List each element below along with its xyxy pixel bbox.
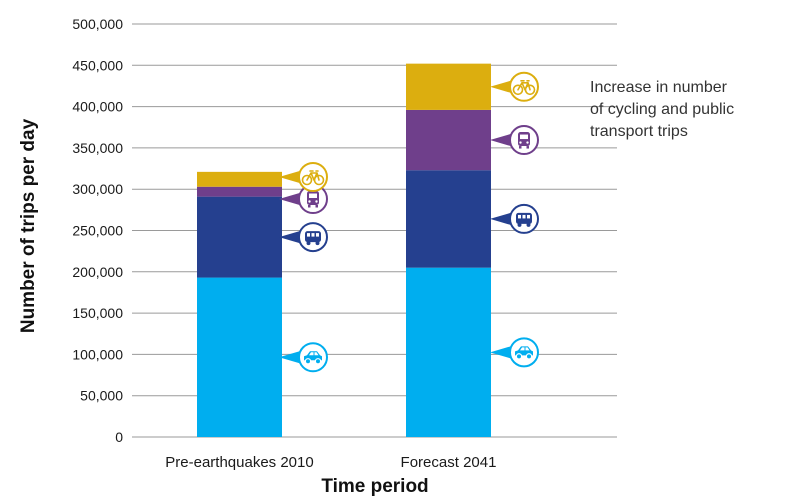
bar-segment [406, 267, 491, 437]
bar-segment [197, 171, 282, 187]
segment-marker [279, 162, 328, 192]
category-labels: Pre-earthquakes 2010 Forecast 2041 [165, 454, 496, 471]
segment-marker [490, 125, 539, 156]
bar-segment [406, 170, 491, 268]
bar-segment [197, 186, 282, 197]
bar-segment [197, 277, 282, 437]
y-tick-label: 500,000 [72, 16, 123, 32]
y-axis-title: Number of trips per day [18, 118, 39, 333]
bars [197, 63, 491, 437]
bus-icon [518, 132, 530, 149]
category-label: Pre-earthquakes 2010 [165, 454, 313, 471]
y-tick-label: 350,000 [72, 140, 123, 156]
bicycle-icon [301, 170, 325, 186]
bus-icon [516, 212, 532, 227]
y-tick-label: 250,000 [72, 223, 123, 239]
y-tick-label: 200,000 [72, 264, 123, 280]
segment-marker [490, 71, 539, 102]
bar-segment [406, 63, 491, 110]
y-tick-label: 400,000 [72, 99, 123, 115]
y-tick-label: 100,000 [72, 346, 123, 362]
bar-segment [406, 109, 491, 171]
segment-marker [490, 203, 539, 234]
y-tick-label: 50,000 [80, 388, 123, 404]
x-axis-title: Time period [321, 476, 428, 497]
car-icon [304, 351, 322, 365]
segment-marker [279, 222, 328, 253]
car-icon [515, 346, 533, 360]
segment-marker [279, 342, 328, 373]
bus-icon [307, 191, 319, 208]
bar-segment [197, 196, 282, 278]
annotation-line-1: Increase in number [590, 79, 728, 96]
bus-icon [305, 231, 321, 246]
annotation-line-2: of cycling and public [590, 101, 734, 118]
segment-markers [279, 71, 539, 373]
segment-marker [490, 337, 539, 368]
bicycle-icon [512, 79, 536, 96]
annotation-line-3: transport trips [590, 123, 688, 140]
y-tick-label: 0 [115, 429, 123, 445]
category-label: Forecast 2041 [401, 454, 497, 471]
y-tick-labels: 0 50,000 100,000 150,000 200,000 250,000 300,0… [72, 16, 123, 445]
y-tick-label: 300,000 [72, 181, 123, 197]
annotation: Increase in number of cycling and public… [590, 79, 734, 140]
y-tick-label: 450,000 [72, 57, 123, 73]
y-tick-label: 150,000 [72, 305, 123, 321]
segment-marker [279, 184, 328, 214]
